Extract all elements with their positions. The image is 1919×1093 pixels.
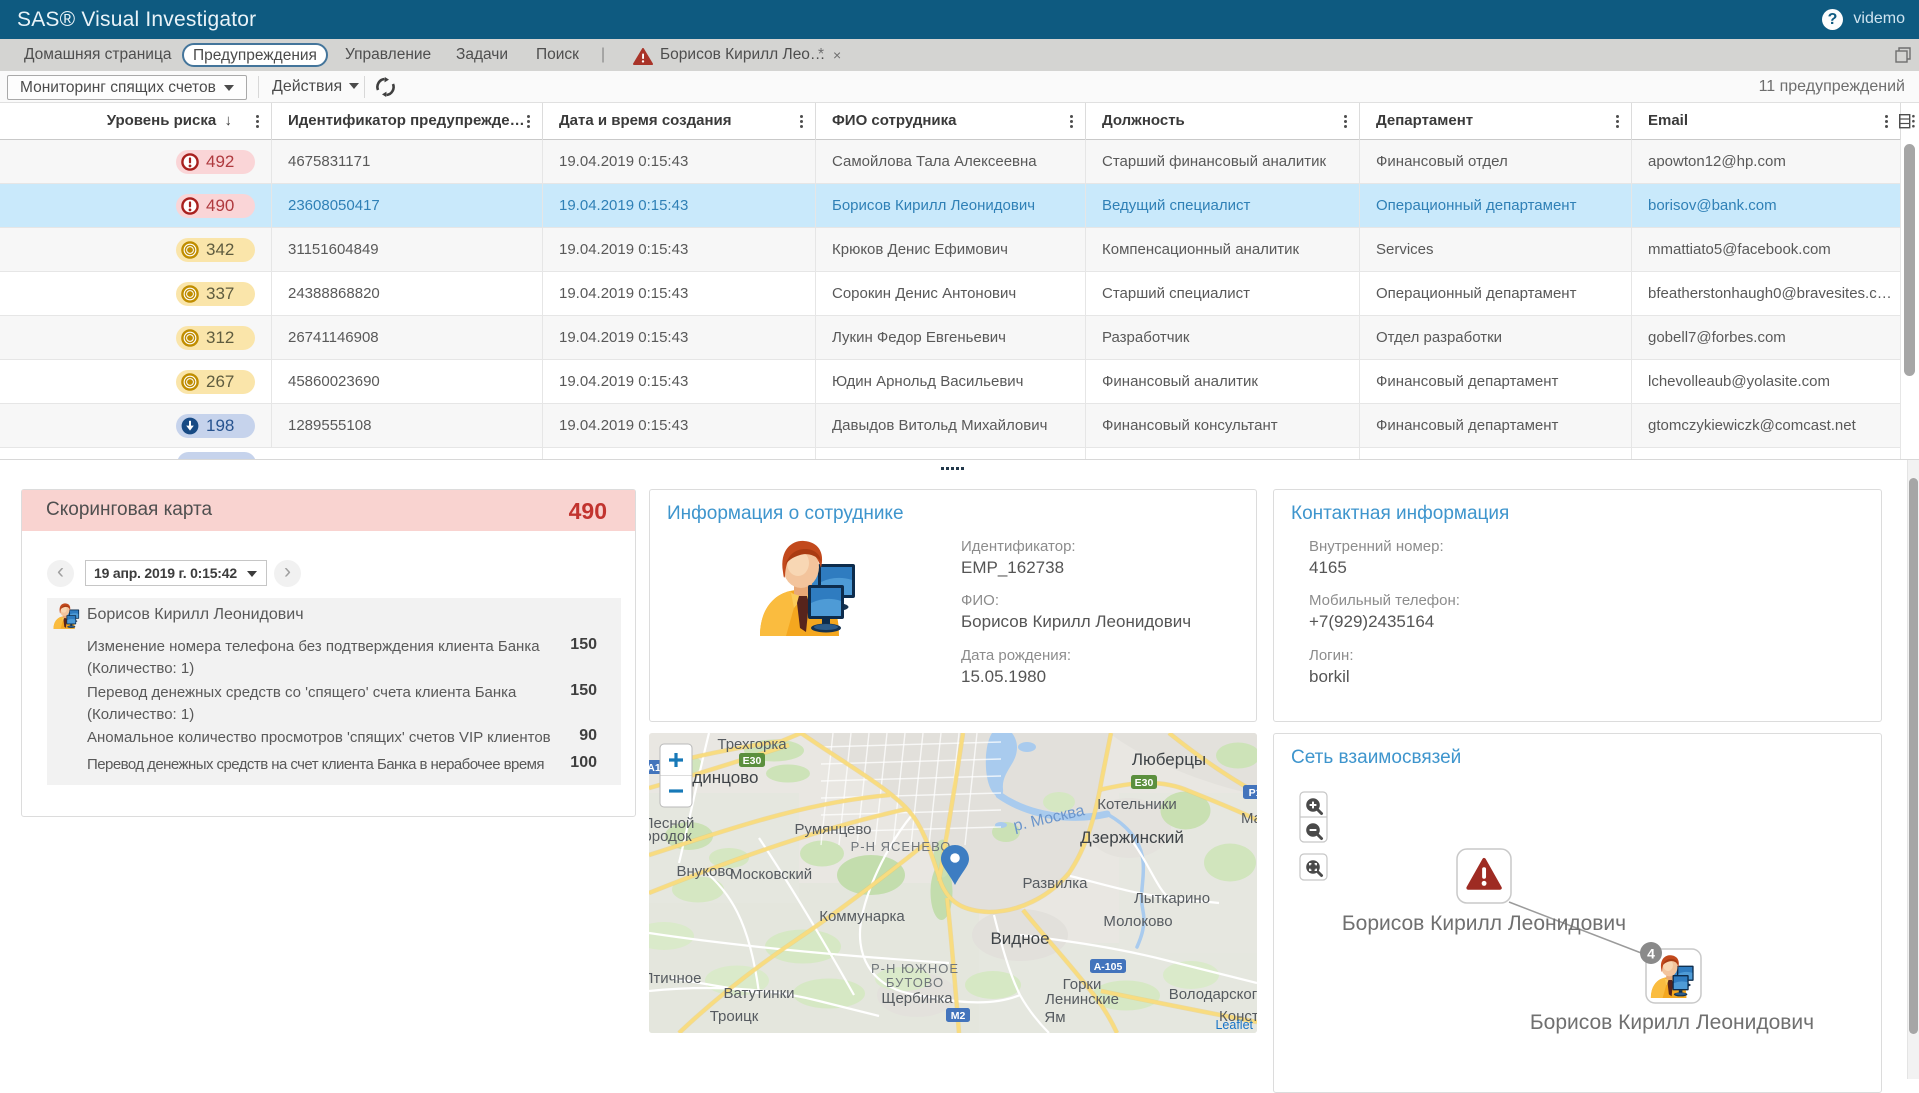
svg-text:Румянцево: Румянцево bbox=[795, 821, 872, 838]
svg-text:городок: городок bbox=[649, 828, 692, 845]
svg-text:М2: М2 bbox=[951, 1010, 966, 1022]
svg-text:Одинцово: Одинцово bbox=[680, 768, 759, 787]
svg-text:Троицк: Троицк bbox=[710, 1008, 759, 1025]
svg-text:Ватутинки: Ватутинки bbox=[723, 985, 794, 1002]
svg-text:Володарского: Володарского bbox=[1169, 986, 1257, 1003]
svg-text:Птичное: Птичное bbox=[649, 970, 701, 987]
svg-text:4: 4 bbox=[1647, 946, 1655, 962]
svg-text:Московский: Московский bbox=[730, 866, 812, 883]
svg-text:Щербинка: Щербинка bbox=[881, 990, 953, 1007]
svg-text:E30: E30 bbox=[743, 755, 762, 767]
svg-text:А-105: А-105 bbox=[1094, 961, 1123, 973]
svg-text:E30: E30 bbox=[1135, 777, 1154, 789]
svg-text:Константинов: Константинов bbox=[1219, 1008, 1257, 1025]
svg-text:Внуково: Внуково bbox=[676, 863, 733, 880]
svg-text:Ленинские: Ленинские bbox=[1045, 991, 1119, 1008]
svg-text:Трехгорка: Трехгорка bbox=[717, 736, 787, 753]
svg-text:Leaflet: Leaflet bbox=[1215, 1018, 1253, 1032]
svg-text:Люберцы: Люберцы bbox=[1132, 750, 1206, 769]
svg-text:Р-Н ЯСЕНЕВО: Р-Н ЯСЕНЕВО bbox=[851, 839, 952, 854]
svg-text:Молоково: Молоково bbox=[1103, 913, 1172, 930]
svg-text:Лыткарино: Лыткарино bbox=[1134, 890, 1210, 907]
svg-text:Видное: Видное bbox=[990, 929, 1049, 948]
svg-text:А1: А1 bbox=[649, 762, 661, 774]
svg-text:Малахо: Малахо bbox=[1241, 810, 1257, 827]
svg-text:Горки: Горки bbox=[1063, 976, 1102, 993]
svg-text:Борисов Кирилл Леонидович: Борисов Кирилл Леонидович bbox=[1342, 912, 1626, 935]
svg-text:БУТОВО: БУТОВО bbox=[886, 975, 944, 990]
svg-text:Лесной: Лесной bbox=[649, 815, 694, 832]
svg-text:Р1: Р1 bbox=[1249, 787, 1257, 799]
svg-text:Р-Н ЮЖНОЕ: Р-Н ЮЖНОЕ bbox=[871, 961, 959, 976]
svg-text:Борисов Кирилл Леонидович: Борисов Кирилл Леонидович bbox=[1530, 1011, 1814, 1034]
svg-text:Дзержинский: Дзержинский bbox=[1080, 828, 1184, 847]
svg-text:Коммунарка: Коммунарка bbox=[819, 908, 905, 925]
svg-text:Котельники: Котельники bbox=[1097, 796, 1176, 813]
svg-text:Ям: Ям bbox=[1044, 1009, 1065, 1026]
svg-text:Развилка: Развилка bbox=[1023, 875, 1089, 892]
